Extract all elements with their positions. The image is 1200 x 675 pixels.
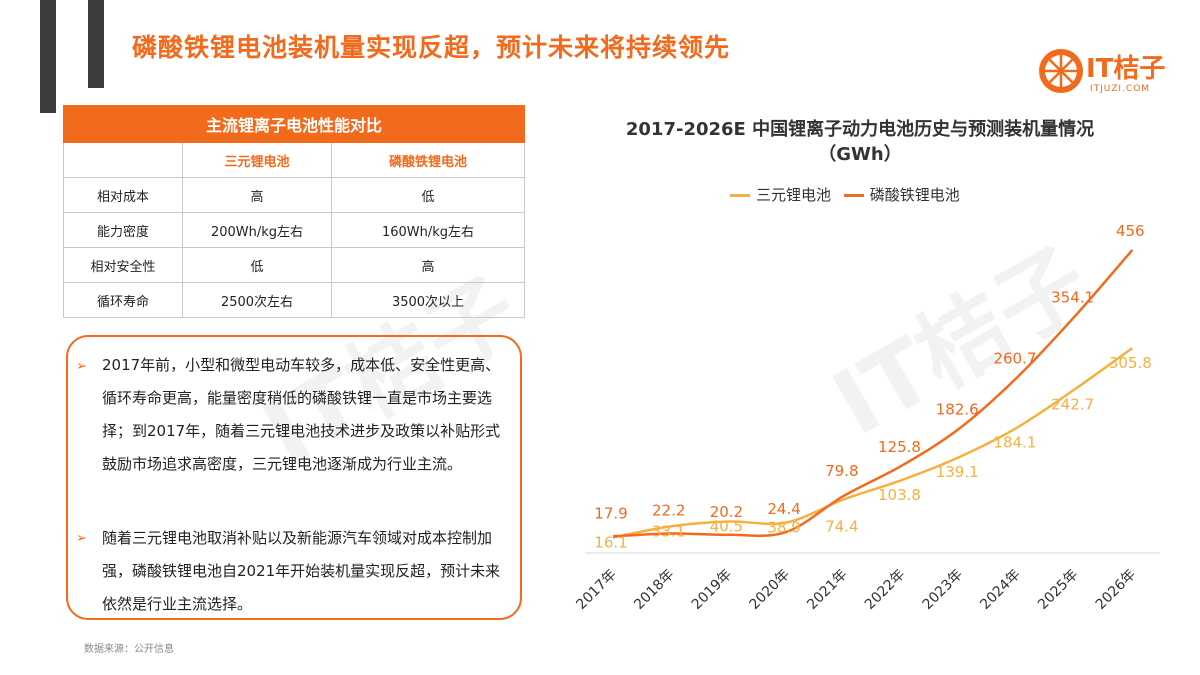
x-tick-label: 2025年 (1035, 567, 1081, 613)
x-tick-label: 2022年 (862, 567, 908, 613)
note-paragraph: 随着三元锂电池取消补贴以及新能源汽车领域对成本控制加强，磷酸铁锂电池自2021年… (102, 529, 501, 613)
x-tick-label: 2023年 (920, 567, 966, 613)
table-cell: 相对安全性 (63, 247, 183, 283)
table-row: 相对成本 高 低 (63, 177, 525, 213)
table-header-cell: 三元锂电池 (182, 142, 332, 178)
x-tick-label: 2018年 (631, 567, 677, 613)
x-tick-label: 2021年 (804, 567, 850, 613)
table-row: 相对安全性 低 高 (63, 247, 525, 283)
data-label-series2: 182.6 (936, 401, 979, 419)
table-cell: 200Wh/kg左右 (182, 212, 332, 248)
logo: IT桔子 ITJUZI.COM (1028, 44, 1178, 104)
comparison-table: 主流锂离子电池性能对比 三元锂电池 磷酸铁锂电池 相对成本 高 低 能力密度 2… (63, 105, 525, 318)
data-label-series2: 17.9 (594, 504, 627, 522)
data-label-series1: 184.1 (993, 434, 1036, 452)
legend-label: 磷酸铁锂电池 (869, 186, 960, 204)
data-label-series1: 242.7 (1051, 395, 1094, 413)
logo-subtext: ITJUZI.COM (1090, 84, 1151, 94)
x-tick-label: 2024年 (977, 567, 1023, 613)
bullet-arrow-icon: ➢ (76, 359, 87, 374)
table-cell: 2500次左右 (182, 282, 332, 318)
table-title: 主流锂离子电池性能对比 (63, 105, 525, 143)
table-cell: 相对成本 (63, 177, 183, 213)
data-label-series2: 24.4 (767, 500, 800, 518)
data-label-series2: 260.7 (993, 350, 1036, 368)
legend-item: 磷酸铁锂电池 (843, 186, 960, 204)
table-cell: 160Wh/kg左右 (331, 212, 525, 248)
table-row: 能力密度 200Wh/kg左右 160Wh/kg左右 (63, 212, 525, 248)
data-label-series2: 125.8 (878, 438, 921, 456)
table-cell: 低 (331, 177, 525, 213)
data-label-series1: 103.8 (878, 486, 921, 504)
series-line (612, 347, 1134, 539)
legend-swatch (730, 194, 750, 197)
legend-swatch (843, 194, 864, 197)
data-label-series1: 40.5 (710, 518, 743, 536)
table-row: 循环寿命 2500次左右 3500次以上 (63, 282, 525, 318)
table-cell: 3500次以上 (331, 282, 525, 318)
decor-bar-left (40, 0, 56, 113)
data-label-series1: 33.1 (652, 522, 685, 540)
series-line (612, 249, 1134, 538)
table-cell: 高 (331, 247, 525, 283)
x-tick-label: 2020年 (747, 567, 793, 613)
table-cell: 循环寿命 (63, 282, 183, 318)
table-header-row: 三元锂电池 磷酸铁锂电池 (63, 142, 525, 178)
table-cell: 低 (182, 247, 332, 283)
data-label-series1: 16.1 (594, 533, 627, 551)
legend-label: 三元锂电池 (756, 186, 832, 204)
data-label-series2: 354.1 (1051, 289, 1094, 307)
data-source-note: 数据来源：公开信息 (84, 644, 174, 655)
chart-title: 2017-2026E 中国锂离子动力电池历史与预测装机量情况（GWh） (625, 119, 1095, 165)
notes-box: ➢ 2017年前，小型和微型电动车较多，成本低、安全性更高、循环寿命更高，能量密… (66, 335, 522, 620)
data-label-series1: 74.4 (825, 517, 858, 535)
page-title: 磷酸铁锂电池装机量实现反超，预计未来将持续领先 (132, 33, 731, 62)
x-tick-label: 2017年 (573, 567, 619, 613)
data-label-series2: 20.2 (710, 503, 743, 521)
x-tick-label: 2026年 (1093, 567, 1139, 613)
data-label-series1: 38.9 (767, 519, 800, 537)
chart-legend: 三元锂电池 磷酸铁锂电池 (730, 184, 968, 205)
bullet-arrow-icon: ➢ (76, 531, 87, 546)
decor-bar-right (88, 0, 104, 88)
data-label-series2: 79.8 (825, 462, 858, 480)
data-label-series1: 139.1 (936, 463, 979, 481)
legend-item: 三元锂电池 (730, 186, 836, 204)
data-label-series2: 456 (1116, 222, 1145, 240)
note-paragraph: 2017年前，小型和微型电动车较多，成本低、安全性更高、循环寿命更高，能量密度稍… (102, 356, 501, 473)
logo-text: IT桔子 (1086, 54, 1166, 84)
table-header-cell (63, 142, 183, 178)
table-header-cell: 磷酸铁锂电池 (331, 142, 525, 178)
x-tick-label: 2019年 (689, 567, 735, 613)
data-label-series2: 22.2 (652, 501, 685, 519)
data-label-series1: 305.8 (1109, 354, 1152, 372)
orange-slice-icon (1039, 49, 1083, 93)
